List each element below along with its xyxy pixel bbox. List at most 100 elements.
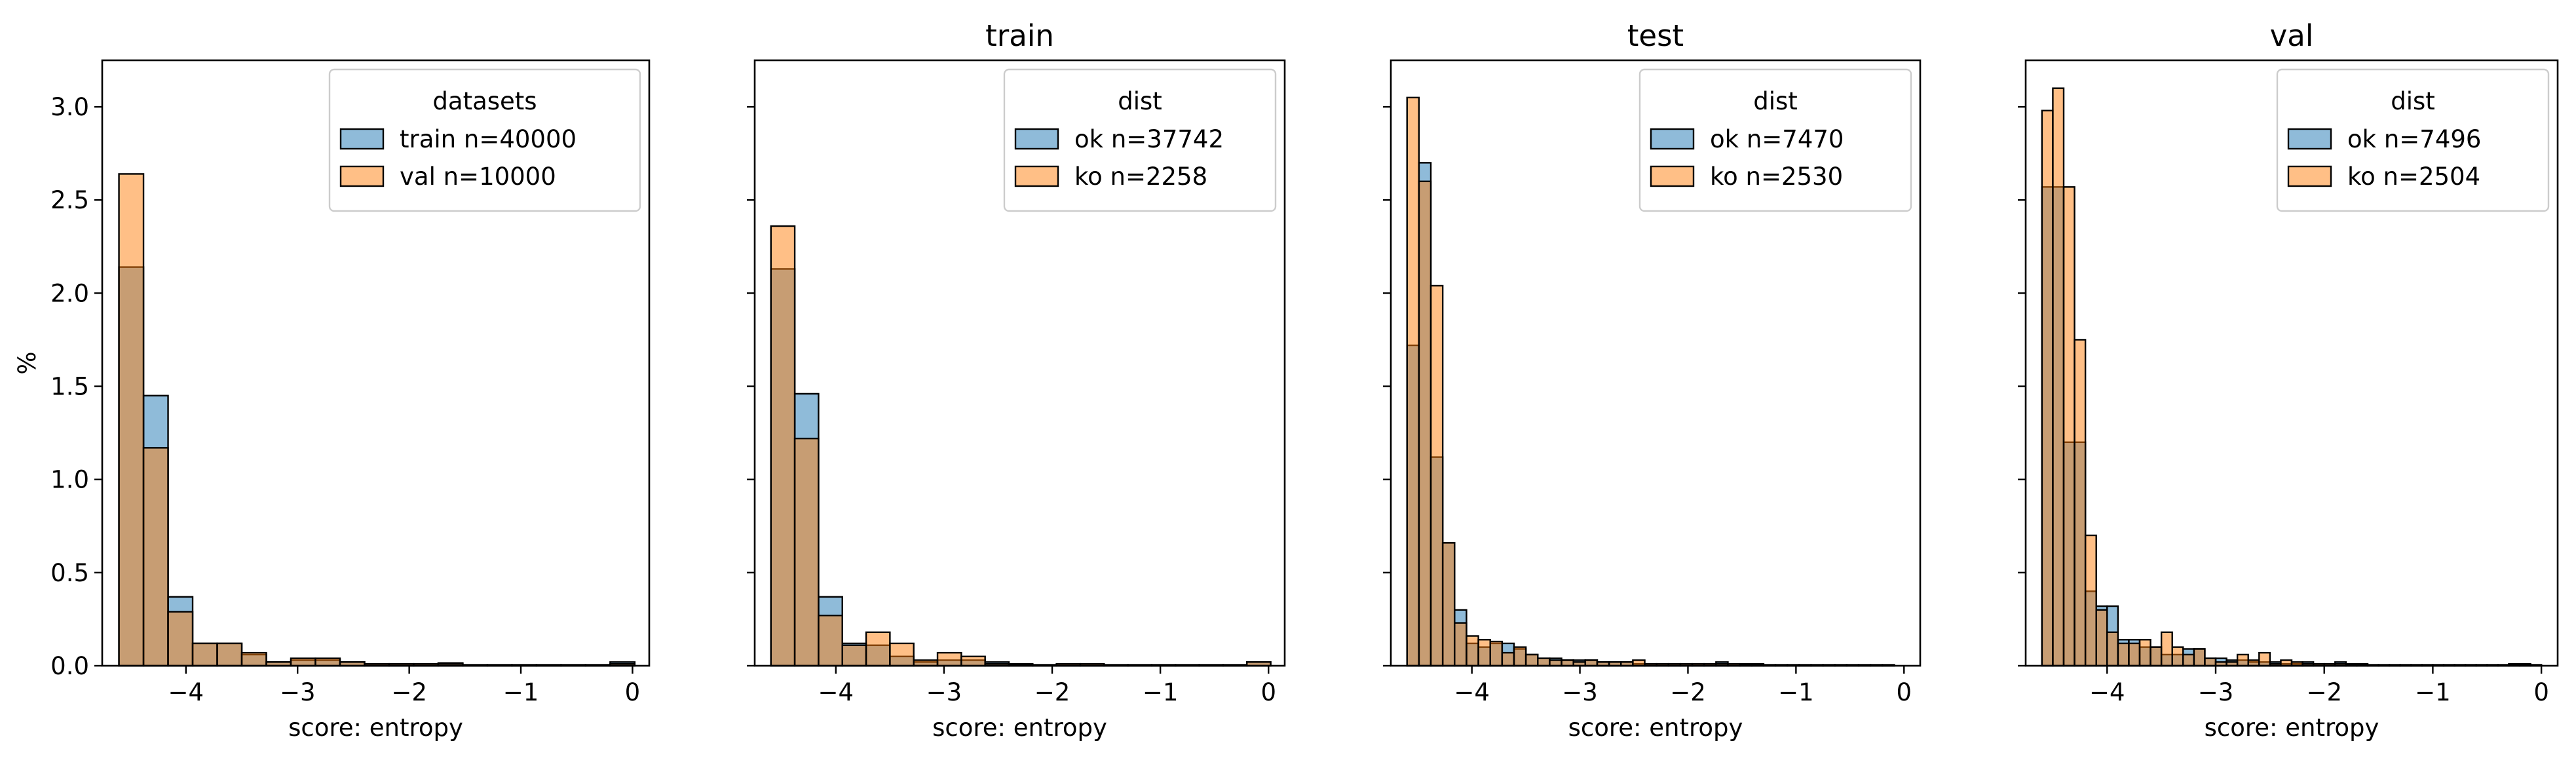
x-tick-label: −1 <box>503 678 539 706</box>
x-tick-label: −4 <box>1454 678 1490 706</box>
series-1-bars <box>1406 96 1895 667</box>
bar <box>2204 657 2217 667</box>
bar <box>118 173 145 667</box>
x-axis-label: score: entropy <box>288 714 463 742</box>
bar <box>2117 642 2130 667</box>
bar <box>865 631 891 667</box>
bar <box>1466 635 1479 667</box>
bar <box>960 655 986 667</box>
series-0-bars <box>1406 162 1895 667</box>
x-tick-label: 0 <box>625 678 641 706</box>
bar <box>1430 284 1444 667</box>
legend-box <box>1003 68 1277 212</box>
x-tick-label: −3 <box>2198 678 2234 706</box>
x-tick-label: 0 <box>1260 678 1276 706</box>
x-tick-label: −1 <box>1143 678 1179 706</box>
series-0-bars <box>770 268 1272 667</box>
bar <box>2171 646 2184 667</box>
series-1-bars <box>770 225 1272 667</box>
bar <box>1441 542 1456 667</box>
bar <box>167 611 194 667</box>
legend-swatch <box>1014 128 1059 150</box>
legend-box <box>1638 68 1912 212</box>
legend-entry-label: ko n=2530 <box>1710 163 1843 191</box>
legend-swatch <box>1650 128 1695 150</box>
x-tick-label: −1 <box>1778 678 1814 706</box>
bar <box>936 651 962 667</box>
bar <box>1477 638 1491 667</box>
panel-datasets: −4 −3 −2 −1 0 0.0 0.5 1.0 1.5 2.0 2.5 3.0 score: ent… <box>13 59 651 742</box>
x-tick-label: −2 <box>1034 678 1070 706</box>
bar <box>1418 180 1432 667</box>
panel-test: −4 −3 −2 −1 0 score: entropy test dist ok n=7470… <box>1383 18 1922 742</box>
panel-val: −4 −3 −2 −1 0 score: entropy val dist ok n=7496 k… <box>2018 18 2559 742</box>
x-tick-label: −3 <box>1562 678 1598 706</box>
bar <box>841 644 867 667</box>
panel-train: −4 −3 −2 −1 0 score: entropy train dist ok n=377… <box>747 18 1286 742</box>
x-tick-label: −1 <box>2415 678 2451 706</box>
bar <box>2041 109 2054 667</box>
bar <box>1513 646 1527 667</box>
bar <box>1537 657 1551 667</box>
bar <box>1489 640 1504 667</box>
x-tick-label: −2 <box>1670 678 1706 706</box>
legend-swatch <box>339 165 385 187</box>
series-1-bars <box>118 173 636 667</box>
y-tick-label: 2.5 <box>50 186 89 214</box>
legend-swatch <box>2287 165 2332 187</box>
x-tick-label: −3 <box>926 678 962 706</box>
bar <box>793 437 820 667</box>
x-axis-label: score: entropy <box>1568 714 1743 742</box>
bar <box>2236 653 2249 667</box>
bar <box>1406 96 1420 667</box>
x-tick-label: 0 <box>1896 678 1912 706</box>
x-tick-label: −4 <box>818 678 854 706</box>
bar <box>2128 642 2141 667</box>
panel-title: train <box>985 18 1054 53</box>
bar <box>2258 651 2271 667</box>
bar <box>889 642 915 667</box>
bar <box>1501 651 1515 667</box>
panel-title: val <box>2270 18 2314 53</box>
panel-title: test <box>1627 18 1684 53</box>
legend-entry-label: val n=10000 <box>400 163 556 191</box>
legend-title: dist <box>1753 87 1798 115</box>
bar <box>2084 534 2097 667</box>
series-0-bars <box>2041 186 2543 667</box>
legend-box <box>2276 68 2550 212</box>
bar <box>191 642 218 667</box>
bar <box>2095 609 2108 667</box>
x-tick-label: −2 <box>2306 678 2342 706</box>
axes-frame <box>753 59 1286 667</box>
x-tick-label: 0 <box>2533 678 2549 706</box>
legend-swatch <box>339 128 385 150</box>
legend: dist ok n=7496 ko n=2504 <box>2276 68 2550 212</box>
bar <box>1454 622 1468 667</box>
legend-entry-label: ok n=7496 <box>2347 125 2481 153</box>
bar <box>2106 631 2119 667</box>
bars-group <box>770 225 1272 667</box>
legend-title: dist <box>1118 87 1162 115</box>
series-0-bars <box>118 266 636 667</box>
y-axis-label: % <box>13 351 41 374</box>
x-axis-label: score: entropy <box>932 714 1107 742</box>
axes-frame <box>2024 59 2559 667</box>
legend-swatch <box>1014 165 1059 187</box>
legend-title: datasets <box>432 87 537 115</box>
x-tick-label: −4 <box>2089 678 2125 706</box>
legend-entry-label: ok n=37742 <box>1074 125 1224 153</box>
legend-entry-label: train n=40000 <box>400 125 577 153</box>
x-tick-label: −2 <box>391 678 427 706</box>
y-tick-label: 1.5 <box>50 373 89 401</box>
y-tick-label: 1.0 <box>50 466 89 494</box>
legend-entry-label: ko n=2258 <box>1074 163 1207 191</box>
bar <box>1525 653 1539 667</box>
legend-swatch <box>2287 128 2332 150</box>
y-tick-label: 2.0 <box>50 279 89 307</box>
legend-swatch <box>1650 165 1695 187</box>
bar <box>2193 648 2206 667</box>
series-1-bars <box>2041 87 2543 667</box>
bar <box>2160 631 2173 667</box>
x-tick-label: −3 <box>280 678 316 706</box>
